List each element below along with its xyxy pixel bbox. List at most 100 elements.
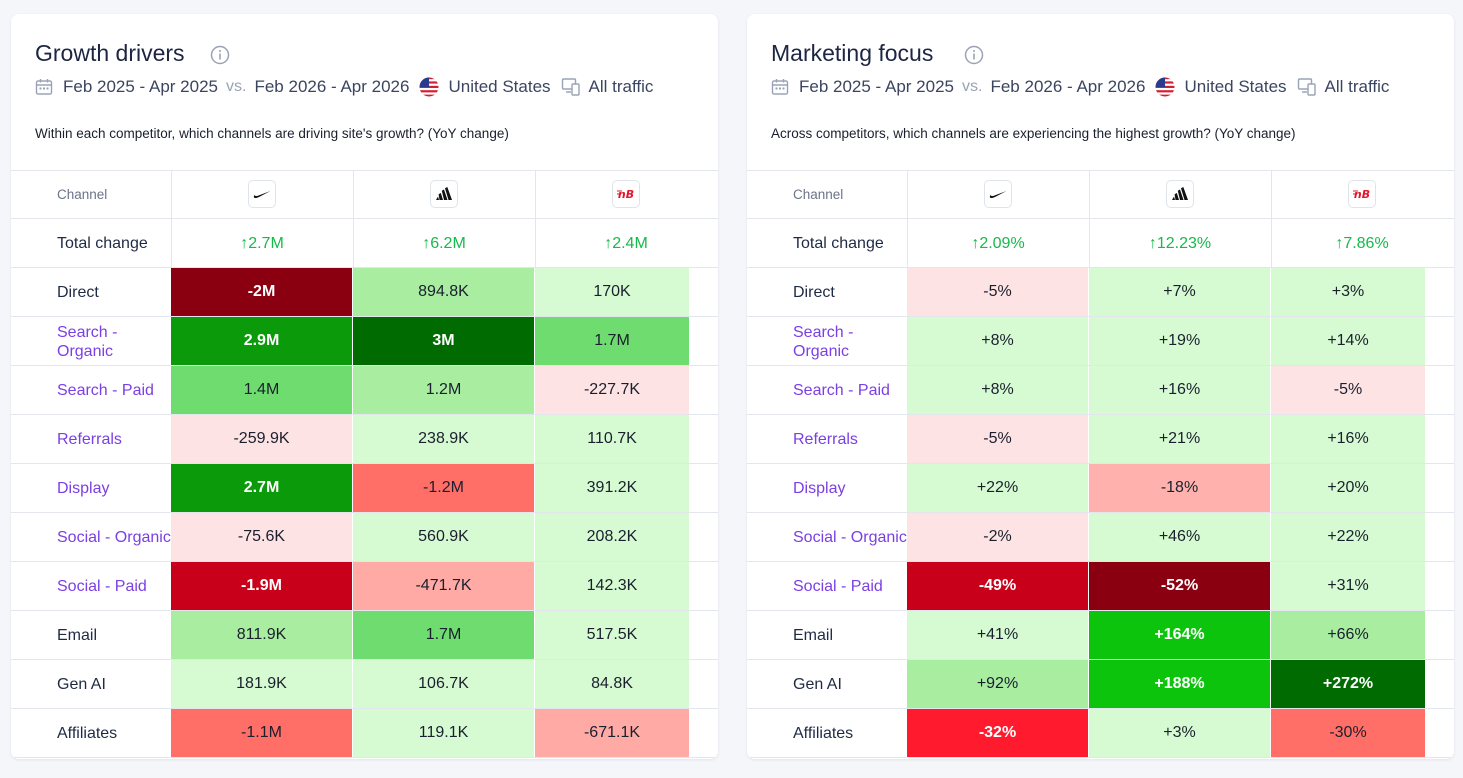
total-change-value: ↑2.09% xyxy=(971,234,1025,252)
heatmap-cell: +8% xyxy=(907,366,1088,414)
traffic-filter[interactable]: All traffic xyxy=(1324,77,1390,96)
heatmap-cell: 1.7M xyxy=(353,611,534,659)
heatmap-cell: -471.7K xyxy=(353,562,534,610)
heatmap-cell: 811.9K xyxy=(171,611,352,659)
heatmap-table: Channel nB Total change ↑2.09% ↑12.23% ↑7.86%… xyxy=(747,170,1454,759)
devices-icon xyxy=(561,78,580,96)
heatmap-cell: -18% xyxy=(1089,464,1270,512)
channel-label: Gen AI xyxy=(793,676,842,693)
nike-logo[interactable] xyxy=(984,180,1012,208)
date-range-b[interactable]: Feb 2026 - Apr 2026 xyxy=(254,77,410,96)
channel-label: Email xyxy=(57,627,98,644)
channel-column-header: Channel xyxy=(793,187,844,202)
heatmap-cell: 142.3K xyxy=(535,562,689,610)
heatmap-cell: +16% xyxy=(1271,415,1425,463)
column-divider xyxy=(171,170,172,268)
column-divider xyxy=(1089,170,1090,268)
heatmap-cell: 106.7K xyxy=(353,660,534,708)
row-divider xyxy=(747,218,1454,219)
channel-label[interactable]: Display xyxy=(793,480,846,497)
date-range-b[interactable]: Feb 2026 - Apr 2026 xyxy=(990,77,1146,96)
heatmap-cell: -2% xyxy=(907,513,1088,561)
total-change-value: ↑2.7M xyxy=(240,234,284,252)
heatmap-cell: +272% xyxy=(1271,660,1425,708)
traffic-filter[interactable]: All traffic xyxy=(588,77,654,96)
heatmap-cell: 119.1K xyxy=(353,709,534,757)
date-range-a[interactable]: Feb 2025 - Apr 2025 xyxy=(63,77,219,96)
row-divider xyxy=(11,365,718,366)
heatmap-cell: +22% xyxy=(1271,513,1425,561)
vs-label: vs. xyxy=(226,78,247,95)
heatmap-cell: 238.9K xyxy=(353,415,534,463)
heatmap-cell: 517.5K xyxy=(535,611,689,659)
new-balance-logo[interactable]: nB xyxy=(612,180,640,208)
channel-label[interactable]: Referrals xyxy=(793,431,858,448)
column-divider xyxy=(1271,170,1272,268)
column-divider xyxy=(353,170,354,268)
heatmap-cell: -32% xyxy=(907,709,1088,757)
channel-label[interactable]: Search - Organic xyxy=(793,323,854,360)
row-divider xyxy=(11,561,718,562)
date-range-a[interactable]: Feb 2025 - Apr 2025 xyxy=(799,77,955,96)
row-divider xyxy=(747,610,1454,611)
heatmap-cell: +7% xyxy=(1089,268,1270,316)
row-divider xyxy=(747,365,1454,366)
row-divider xyxy=(11,610,718,611)
new-balance-logo[interactable]: nB xyxy=(1348,180,1376,208)
country-filter[interactable]: United States xyxy=(448,77,551,96)
marketing-focus-card: Marketing focus Feb 2025 - Apr 2025 vs. … xyxy=(747,14,1454,759)
heatmap-cell: -52% xyxy=(1089,562,1270,610)
heatmap-cell: -5% xyxy=(907,415,1088,463)
heatmap-cell: 1.2M xyxy=(353,366,534,414)
channel-label[interactable]: Social - Paid xyxy=(793,578,883,595)
row-divider xyxy=(11,414,718,415)
channel-label[interactable]: Social - Organic xyxy=(57,529,171,546)
adidas-logo[interactable] xyxy=(1166,180,1194,208)
row-divider xyxy=(11,267,718,268)
total-change-value: ↑2.4M xyxy=(604,234,648,252)
row-divider xyxy=(747,659,1454,660)
heatmap-cell: -227.7K xyxy=(535,366,689,414)
channel-label[interactable]: Search - Paid xyxy=(793,382,890,399)
heatmap-cell: 1.7M xyxy=(535,317,689,365)
heatmap-cell: +41% xyxy=(907,611,1088,659)
channel-label[interactable]: Display xyxy=(57,480,110,497)
channel-label[interactable]: Referrals xyxy=(57,431,122,448)
heatmap-cell: +20% xyxy=(1271,464,1425,512)
us-flag-icon xyxy=(1155,77,1175,97)
nike-logo[interactable] xyxy=(248,180,276,208)
heatmap-cell: +14% xyxy=(1271,317,1425,365)
heatmap-cell: 170K xyxy=(535,268,689,316)
card-title: Marketing focus xyxy=(771,40,934,66)
heatmap-cell: +188% xyxy=(1089,660,1270,708)
column-divider xyxy=(907,170,908,268)
row-divider xyxy=(747,414,1454,415)
heatmap-cell: 391.2K xyxy=(535,464,689,512)
heatmap-cell: 110.7K xyxy=(535,415,689,463)
row-divider xyxy=(747,463,1454,464)
heatmap-cell: -2M xyxy=(171,268,352,316)
info-icon[interactable] xyxy=(964,45,984,65)
channel-label[interactable]: Search - Organic xyxy=(57,323,118,360)
channel-label: Affiliates xyxy=(793,725,854,742)
channel-label: Direct xyxy=(57,284,99,301)
heatmap-cell: -671.1K xyxy=(535,709,689,757)
filter-bar: Feb 2025 - Apr 2025 vs. Feb 2026 - Apr 2… xyxy=(771,76,1389,98)
channel-label[interactable]: Search - Paid xyxy=(57,382,154,399)
vs-label: vs. xyxy=(962,78,983,95)
row-divider xyxy=(747,561,1454,562)
row-divider xyxy=(747,316,1454,317)
filter-bar: Feb 2025 - Apr 2025 vs. Feb 2026 - Apr 2… xyxy=(35,76,653,98)
country-filter[interactable]: United States xyxy=(1184,77,1287,96)
heatmap-cell: -5% xyxy=(1271,366,1425,414)
column-divider xyxy=(535,170,536,268)
adidas-logo[interactable] xyxy=(430,180,458,208)
channel-label[interactable]: Social - Paid xyxy=(57,578,147,595)
heatmap-cell: 1.4M xyxy=(171,366,352,414)
info-icon[interactable] xyxy=(210,45,230,65)
heatmap-cell: 3M xyxy=(353,317,534,365)
channel-label[interactable]: Social - Organic xyxy=(793,529,907,546)
channel-label: Affiliates xyxy=(57,725,118,742)
heatmap-cell: 894.8K xyxy=(353,268,534,316)
channel-label: Email xyxy=(793,627,834,644)
